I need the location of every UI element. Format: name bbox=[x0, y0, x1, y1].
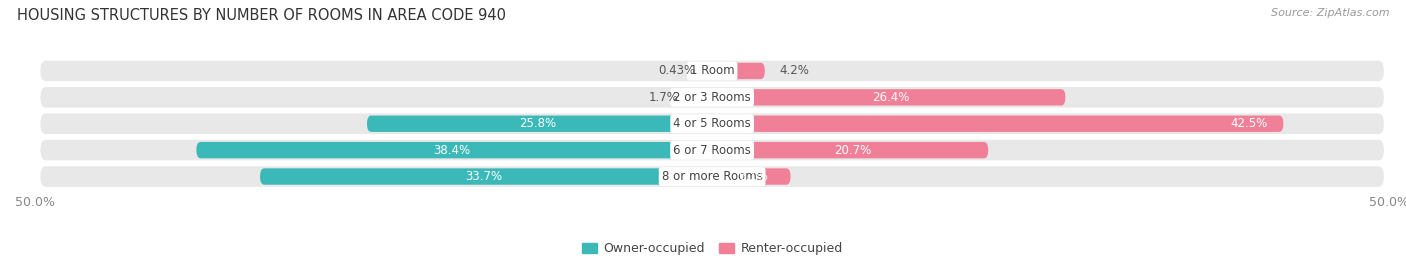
FancyBboxPatch shape bbox=[197, 142, 709, 158]
Text: 1.7%: 1.7% bbox=[648, 91, 678, 104]
Text: 4.2%: 4.2% bbox=[780, 65, 810, 77]
Text: 42.5%: 42.5% bbox=[1230, 117, 1267, 130]
Text: 25.8%: 25.8% bbox=[519, 117, 555, 130]
Text: 6.1%: 6.1% bbox=[738, 170, 768, 183]
Text: Source: ZipAtlas.com: Source: ZipAtlas.com bbox=[1271, 8, 1389, 18]
Text: 33.7%: 33.7% bbox=[465, 170, 502, 183]
Text: 38.4%: 38.4% bbox=[433, 144, 471, 157]
FancyBboxPatch shape bbox=[41, 61, 1384, 81]
Text: 6 or 7 Rooms: 6 or 7 Rooms bbox=[673, 144, 751, 157]
FancyBboxPatch shape bbox=[716, 142, 988, 158]
Text: 20.7%: 20.7% bbox=[834, 144, 870, 157]
Text: 4 or 5 Rooms: 4 or 5 Rooms bbox=[673, 117, 751, 130]
FancyBboxPatch shape bbox=[716, 63, 765, 79]
FancyBboxPatch shape bbox=[716, 89, 1066, 105]
FancyBboxPatch shape bbox=[41, 140, 1384, 160]
FancyBboxPatch shape bbox=[706, 65, 711, 78]
Text: 0.43%: 0.43% bbox=[658, 65, 696, 77]
FancyBboxPatch shape bbox=[41, 166, 1384, 187]
FancyBboxPatch shape bbox=[260, 168, 709, 185]
FancyBboxPatch shape bbox=[716, 168, 790, 185]
Text: 2 or 3 Rooms: 2 or 3 Rooms bbox=[673, 91, 751, 104]
FancyBboxPatch shape bbox=[41, 114, 1384, 134]
Text: 1 Room: 1 Room bbox=[690, 65, 734, 77]
FancyBboxPatch shape bbox=[716, 116, 1284, 132]
FancyBboxPatch shape bbox=[693, 89, 709, 105]
Text: 8 or more Rooms: 8 or more Rooms bbox=[662, 170, 762, 183]
Text: 26.4%: 26.4% bbox=[872, 91, 910, 104]
FancyBboxPatch shape bbox=[367, 116, 709, 132]
Text: HOUSING STRUCTURES BY NUMBER OF ROOMS IN AREA CODE 940: HOUSING STRUCTURES BY NUMBER OF ROOMS IN… bbox=[17, 8, 506, 23]
Legend: Owner-occupied, Renter-occupied: Owner-occupied, Renter-occupied bbox=[576, 237, 848, 260]
FancyBboxPatch shape bbox=[41, 87, 1384, 108]
